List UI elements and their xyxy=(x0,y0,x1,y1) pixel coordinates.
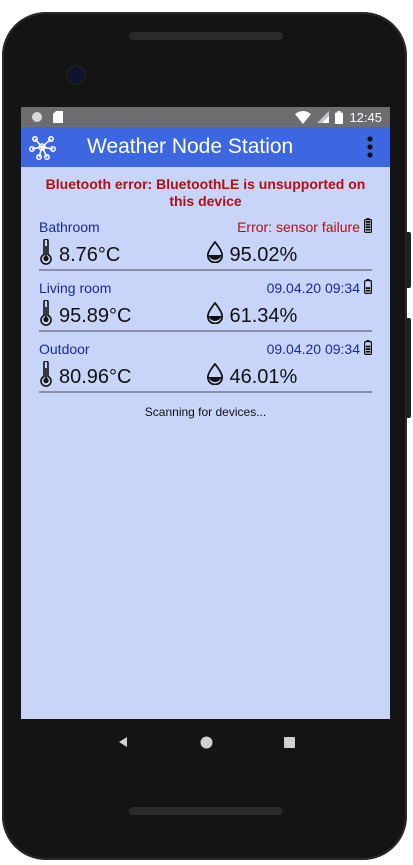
thermometer-icon xyxy=(39,360,53,393)
navigation-bar xyxy=(21,719,390,765)
sensor-status: 09.04.20 09:34 xyxy=(266,279,373,297)
home-icon[interactable] xyxy=(200,736,213,749)
humidity-value: 95.02% xyxy=(229,243,298,266)
humidity-reading: 95.02% xyxy=(206,240,373,269)
sensor-name: Bathroom xyxy=(39,219,100,235)
sensor-card[interactable]: Bathroom Error: sensor failure 8.76°C 95.02… xyxy=(39,210,373,271)
sensor-card[interactable]: Outdoor 09.04.20 09:34 80.96°C 46.01% xyxy=(39,332,373,393)
sensor-status-text: 09.04.20 09:34 xyxy=(266,341,360,357)
temperature-reading: 8.76°C xyxy=(39,238,206,271)
humidity-value: 61.34% xyxy=(229,304,298,327)
volume-button xyxy=(406,318,411,418)
temperature-value: 8.76°C xyxy=(59,243,121,266)
top-speaker xyxy=(129,32,283,40)
front-camera xyxy=(68,67,84,83)
sensor-status-text: Error: sensor failure xyxy=(237,219,360,235)
water-drop-icon xyxy=(206,240,224,269)
sensor-name: Living room xyxy=(39,280,112,296)
thermometer-icon xyxy=(39,299,53,332)
humidity-reading: 46.01% xyxy=(206,362,373,391)
bottom-speaker xyxy=(129,807,283,815)
sensor-name: Outdoor xyxy=(39,341,90,357)
sensor-status: 09.04.20 09:34 xyxy=(266,340,373,358)
humidity-value: 46.01% xyxy=(229,365,298,388)
app-title: Weather Node Station xyxy=(87,135,294,158)
temperature-value: 95.89°C xyxy=(59,304,132,327)
thermometer-icon xyxy=(39,238,53,271)
water-drop-icon xyxy=(206,362,224,391)
more-options-button[interactable] xyxy=(358,132,382,162)
status-time: 12:45 xyxy=(349,109,382,125)
more-vert-icon xyxy=(367,136,373,158)
sensor-card[interactable]: Living room 09.04.20 09:34 95.89°C 61.34% xyxy=(39,271,373,332)
wifi-icon xyxy=(295,110,312,124)
battery-icon xyxy=(364,340,373,358)
sd-card-icon xyxy=(53,111,63,123)
scanning-status: Scanning for devices... xyxy=(144,405,267,419)
signal-icon xyxy=(317,111,330,123)
sensor-status-text: 09.04.20 09:34 xyxy=(266,280,360,296)
temperature-value: 80.96°C xyxy=(59,365,132,388)
sensor-status: Error: sensor failure xyxy=(237,218,373,236)
network-nodes-icon[interactable] xyxy=(29,134,57,160)
screen: 12:45 Weather Node Station Bluetooth err… xyxy=(21,107,390,719)
bluetooth-error-banner: Bluetooth error: BluetoothLE is unsuppor… xyxy=(45,176,366,209)
battery-icon xyxy=(364,279,373,297)
water-drop-icon xyxy=(206,301,224,330)
humidity-reading: 61.34% xyxy=(206,301,373,330)
battery-icon xyxy=(364,218,373,236)
app-bar: Weather Node Station xyxy=(21,127,390,167)
temperature-reading: 95.89°C xyxy=(39,299,206,332)
notification-dot-icon xyxy=(32,112,42,122)
temperature-reading: 80.96°C xyxy=(39,360,206,393)
power-button xyxy=(406,232,411,288)
status-bar: 12:45 xyxy=(21,107,390,127)
back-icon[interactable] xyxy=(117,736,129,748)
recents-icon[interactable] xyxy=(283,736,295,748)
sensor-list: Bathroom Error: sensor failure 8.76°C 95.02… xyxy=(39,210,373,393)
battery-status-icon xyxy=(335,110,344,124)
